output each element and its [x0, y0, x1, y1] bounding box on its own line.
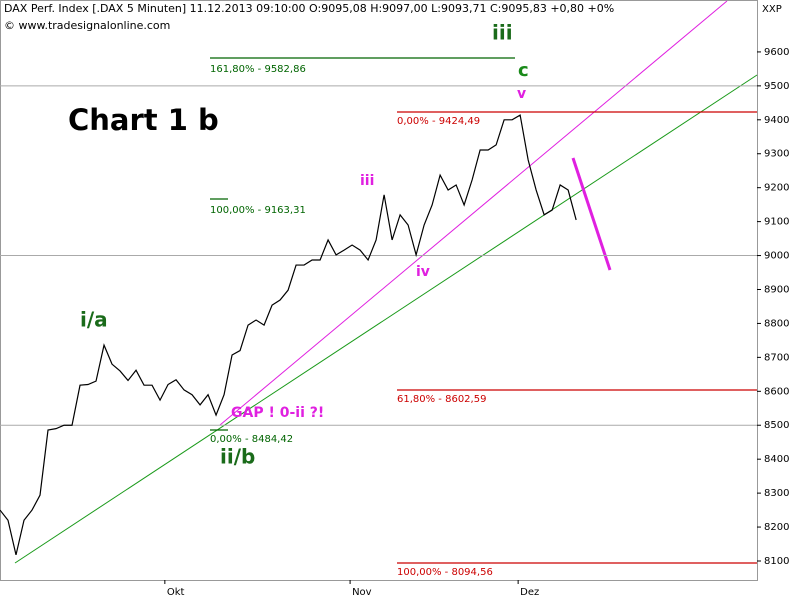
- header: DAX Perf. Index [.DAX 5 Minuten] 11.12.2…: [4, 2, 614, 15]
- wave-label: c: [518, 60, 529, 81]
- trend-line: [219, 0, 728, 426]
- x-tick-label: Nov: [352, 587, 372, 598]
- y-tick-label: 8400: [764, 454, 789, 465]
- wave-label: iv: [416, 264, 430, 280]
- y-tick-label: 8700: [764, 352, 789, 363]
- y-tick-label: 9000: [764, 251, 789, 262]
- y-tick-label: 8200: [764, 522, 789, 533]
- wave-label: ii/b: [220, 445, 255, 469]
- y-tick-label: 8300: [764, 488, 789, 499]
- y-tick-label: 9400: [764, 115, 789, 126]
- chart-label: Chart 1 b: [68, 103, 219, 137]
- y-tick-label: 9600: [764, 47, 789, 58]
- fib-label: 100,00% - 9163,31: [210, 205, 306, 216]
- y-tick-label: 9200: [764, 183, 789, 194]
- currency: XXP: [762, 4, 782, 15]
- fib-label: 61,80% - 8602,59: [397, 394, 486, 405]
- x-tick-label: Okt: [167, 587, 185, 598]
- fib-label: 0,00% - 8484,42: [210, 434, 293, 445]
- y-tick-label: 8900: [764, 284, 789, 295]
- wave-label: iii: [360, 173, 374, 189]
- wave-label: iii: [492, 21, 513, 45]
- fib-label: 0,00% - 9424,49: [397, 116, 480, 127]
- plot-area: [0, 0, 758, 581]
- wave-label: i/a: [80, 308, 108, 332]
- wave-label: GAP ! 0-ii ?!: [231, 405, 324, 421]
- y-tick-label: 8800: [764, 318, 789, 329]
- y-tick-label: 8600: [764, 386, 789, 397]
- y-tick-label: 9300: [764, 149, 789, 160]
- y-tick-label: 8100: [764, 556, 789, 567]
- trend-line: [14, 74, 758, 564]
- wave-label: v: [517, 86, 526, 102]
- fib-label: 100,00% - 8094,56: [397, 567, 493, 578]
- y-tick-label: 9500: [764, 81, 789, 92]
- y-tick-label: 8500: [764, 420, 789, 431]
- fib-label: 161,80% - 9582,86: [210, 64, 306, 75]
- price-line: [0, 114, 577, 556]
- x-tick-label: Dez: [520, 587, 539, 598]
- y-tick-label: 9100: [764, 217, 789, 228]
- copyright: © www.tradesignalonline.com: [4, 19, 170, 32]
- projection-line: [571, 157, 612, 271]
